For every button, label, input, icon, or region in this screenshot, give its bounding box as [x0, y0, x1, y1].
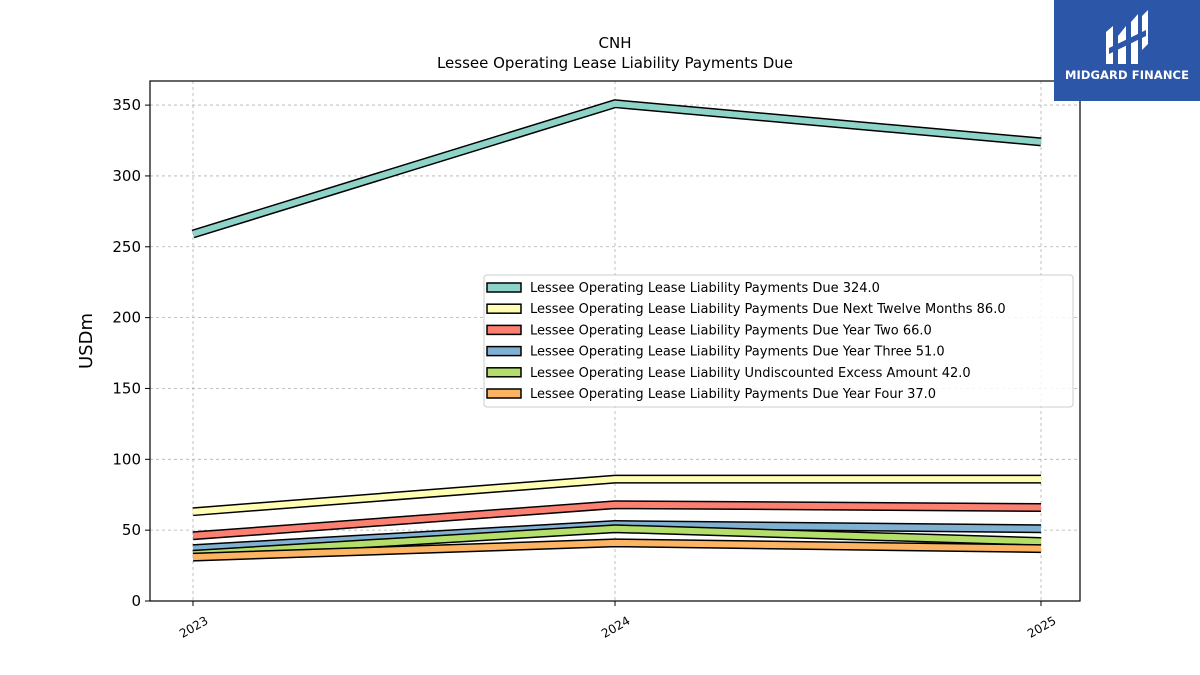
legend-swatch — [486, 324, 522, 336]
chart-title: CNH — [599, 34, 632, 52]
series-lines — [191, 99, 1042, 562]
series-line-outline — [191, 99, 1042, 239]
legend-box — [483, 274, 1074, 408]
legend-swatch — [486, 388, 522, 399]
legend-label: Lessee Operating Lease Liability Payment… — [530, 345, 945, 360]
series-line-fill — [192, 539, 1042, 561]
legend-swatch — [486, 367, 522, 378]
y-tick-label: 100 — [112, 450, 141, 468]
series-2-line — [192, 500, 1042, 541]
y-tick-label: 50 — [122, 521, 141, 539]
legend-swatch — [486, 345, 522, 357]
series-0-line — [191, 99, 1042, 239]
logo-text: MIDGARD FINANCE — [1064, 68, 1190, 82]
y-tick-label: 200 — [112, 309, 141, 327]
series-line-fill — [192, 501, 1042, 539]
series-line-fill — [192, 100, 1042, 237]
y-axis-label: USDm — [76, 313, 97, 369]
y-tick-label: 150 — [112, 379, 141, 397]
x-tick-label: 2024 — [599, 613, 632, 640]
legend-label: Lessee Operating Lease Liability Payment… — [530, 281, 880, 296]
legend-label: Lessee Operating Lease Liability Payment… — [530, 387, 936, 402]
midgard-logo-icon — [1106, 10, 1148, 64]
chart-subtitle: Lessee Operating Lease Liability Payment… — [437, 54, 793, 72]
series-1-line — [192, 474, 1041, 517]
x-tick-label: 2023 — [177, 613, 210, 640]
legend-label: Lessee Operating Lease Liability Payment… — [530, 323, 932, 338]
midgard-finance-logo: MIDGARD FINANCE — [1054, 0, 1200, 101]
y-axis-ticks: 0 50 100 150 200 250 300 350 — [112, 96, 150, 610]
x-tick-label: 2025 — [1025, 613, 1058, 640]
y-tick-label: 300 — [112, 167, 141, 185]
y-tick-label: 250 — [112, 238, 141, 256]
series-5-line — [192, 538, 1042, 562]
legend: Lessee Operating Lease Liability Payment… — [483, 274, 1074, 408]
y-tick-label: 350 — [112, 96, 141, 114]
legend-swatch — [486, 303, 522, 314]
series-line-fill — [192, 525, 1042, 558]
legend-label: Lessee Operating Lease Liability Undisco… — [530, 366, 971, 381]
legend-label: Lessee Operating Lease Liability Payment… — [530, 302, 1006, 317]
series-4-line — [192, 524, 1042, 559]
series-line-fill — [192, 476, 1041, 515]
y-tick-label: 0 — [131, 592, 141, 610]
legend-swatch — [486, 282, 522, 293]
x-axis-ticks: 2023 2024 2025 — [177, 601, 1059, 641]
